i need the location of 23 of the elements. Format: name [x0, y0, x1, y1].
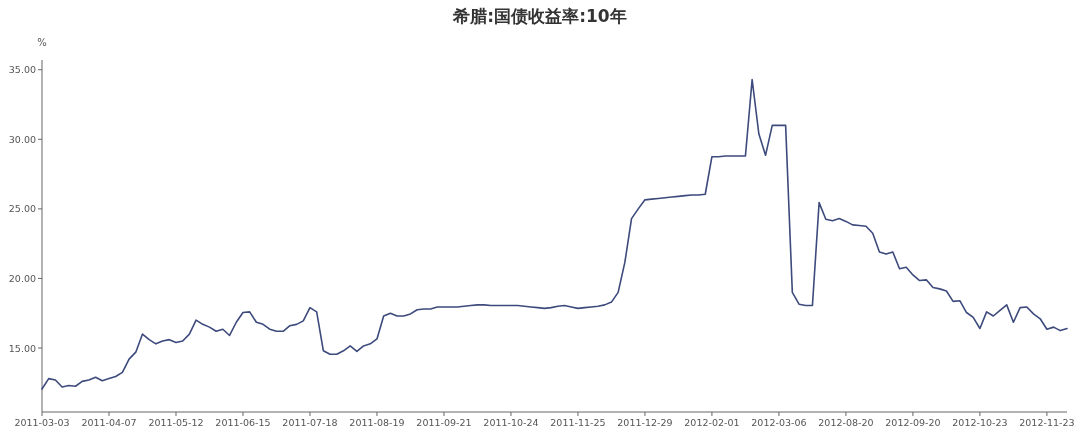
y-tick-label: 25.00	[8, 203, 36, 215]
y-tick-label: 30.00	[8, 133, 36, 145]
y-tick-label: 35.00	[8, 64, 36, 76]
x-tick-label: 2012-09-20	[885, 417, 941, 428]
x-tick-label: 2011-12-29	[617, 417, 673, 428]
x-tick-label: 2012-11-23	[1019, 417, 1075, 428]
chart-title: 希腊:国债收益率:10年	[452, 6, 627, 26]
x-tick-label: 2011-11-25	[550, 417, 606, 428]
x-tick-label: 2011-08-19	[349, 417, 405, 428]
x-tick-label: 2012-03-06	[751, 417, 807, 428]
x-tick-label: 2012-08-20	[818, 417, 874, 428]
y-axis-title: %	[37, 37, 47, 48]
y-tick-label: 20.00	[8, 272, 36, 284]
x-tick-label: 2012-10-23	[952, 417, 1008, 428]
x-tick-label: 2012-02-01	[684, 417, 740, 428]
x-tick-label: 2011-03-03	[14, 417, 70, 428]
x-tick-label: 2011-04-07	[81, 417, 137, 428]
x-tick-label: 2011-07-18	[282, 417, 338, 428]
x-tick-label: 2011-09-21	[416, 417, 472, 428]
y-tick-label: 15.00	[8, 342, 36, 354]
x-tick-label: 2011-05-12	[148, 417, 204, 428]
x-tick-label: 2011-06-15	[215, 417, 271, 428]
x-tick-label: 2011-10-24	[483, 417, 539, 428]
